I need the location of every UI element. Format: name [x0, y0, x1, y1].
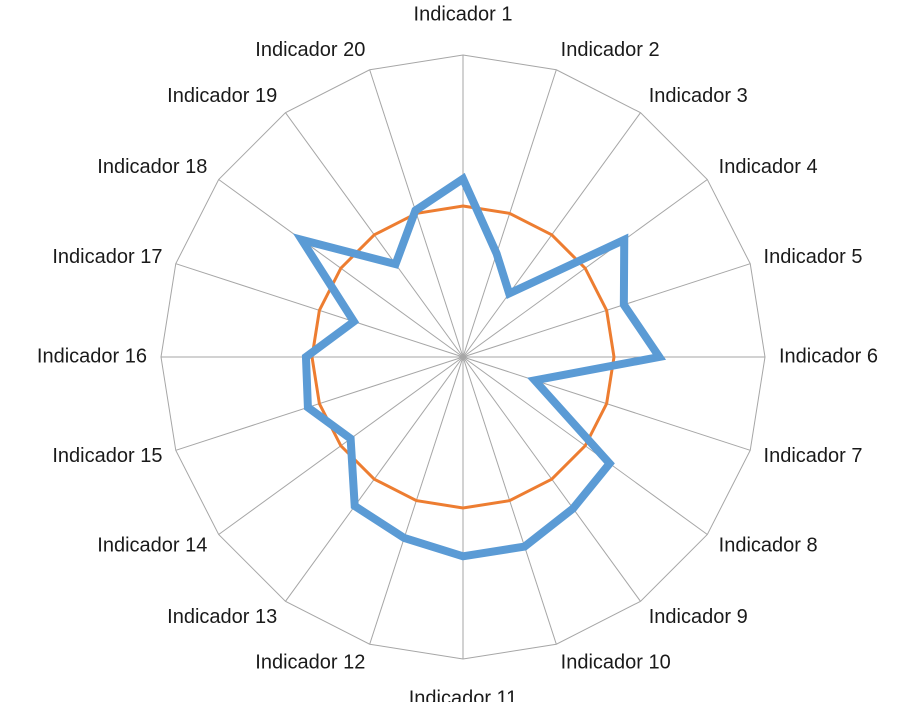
category-label: Indicador 18 — [97, 156, 207, 178]
category-label: Indicador 5 — [764, 246, 863, 268]
category-label: Indicador 12 — [255, 652, 365, 674]
category-label: Indicador 16 — [37, 345, 147, 367]
category-label: Indicador 1 — [414, 3, 513, 25]
category-label: Indicador 15 — [52, 445, 162, 467]
series-line — [310, 204, 616, 510]
category-label: Indicador 11 — [409, 687, 518, 702]
category-label: Indicador 6 — [779, 345, 878, 367]
category-label: Indicador 14 — [97, 535, 207, 557]
category-label: Indicador 13 — [167, 606, 277, 628]
category-label: Indicador 17 — [52, 246, 162, 268]
category-label: Indicador 2 — [561, 39, 660, 61]
category-label: Indicador 9 — [649, 606, 748, 628]
category-label: Indicador 8 — [719, 535, 818, 557]
category-label: Indicador 10 — [561, 652, 671, 674]
category-label: Indicador 3 — [649, 85, 748, 107]
series-line — [292, 172, 667, 561]
category-label: Indicador 7 — [764, 445, 863, 467]
category-label: Indicador 20 — [255, 39, 365, 61]
category-label: Indicador 19 — [167, 85, 277, 107]
category-label: Indicador 4 — [719, 156, 818, 178]
